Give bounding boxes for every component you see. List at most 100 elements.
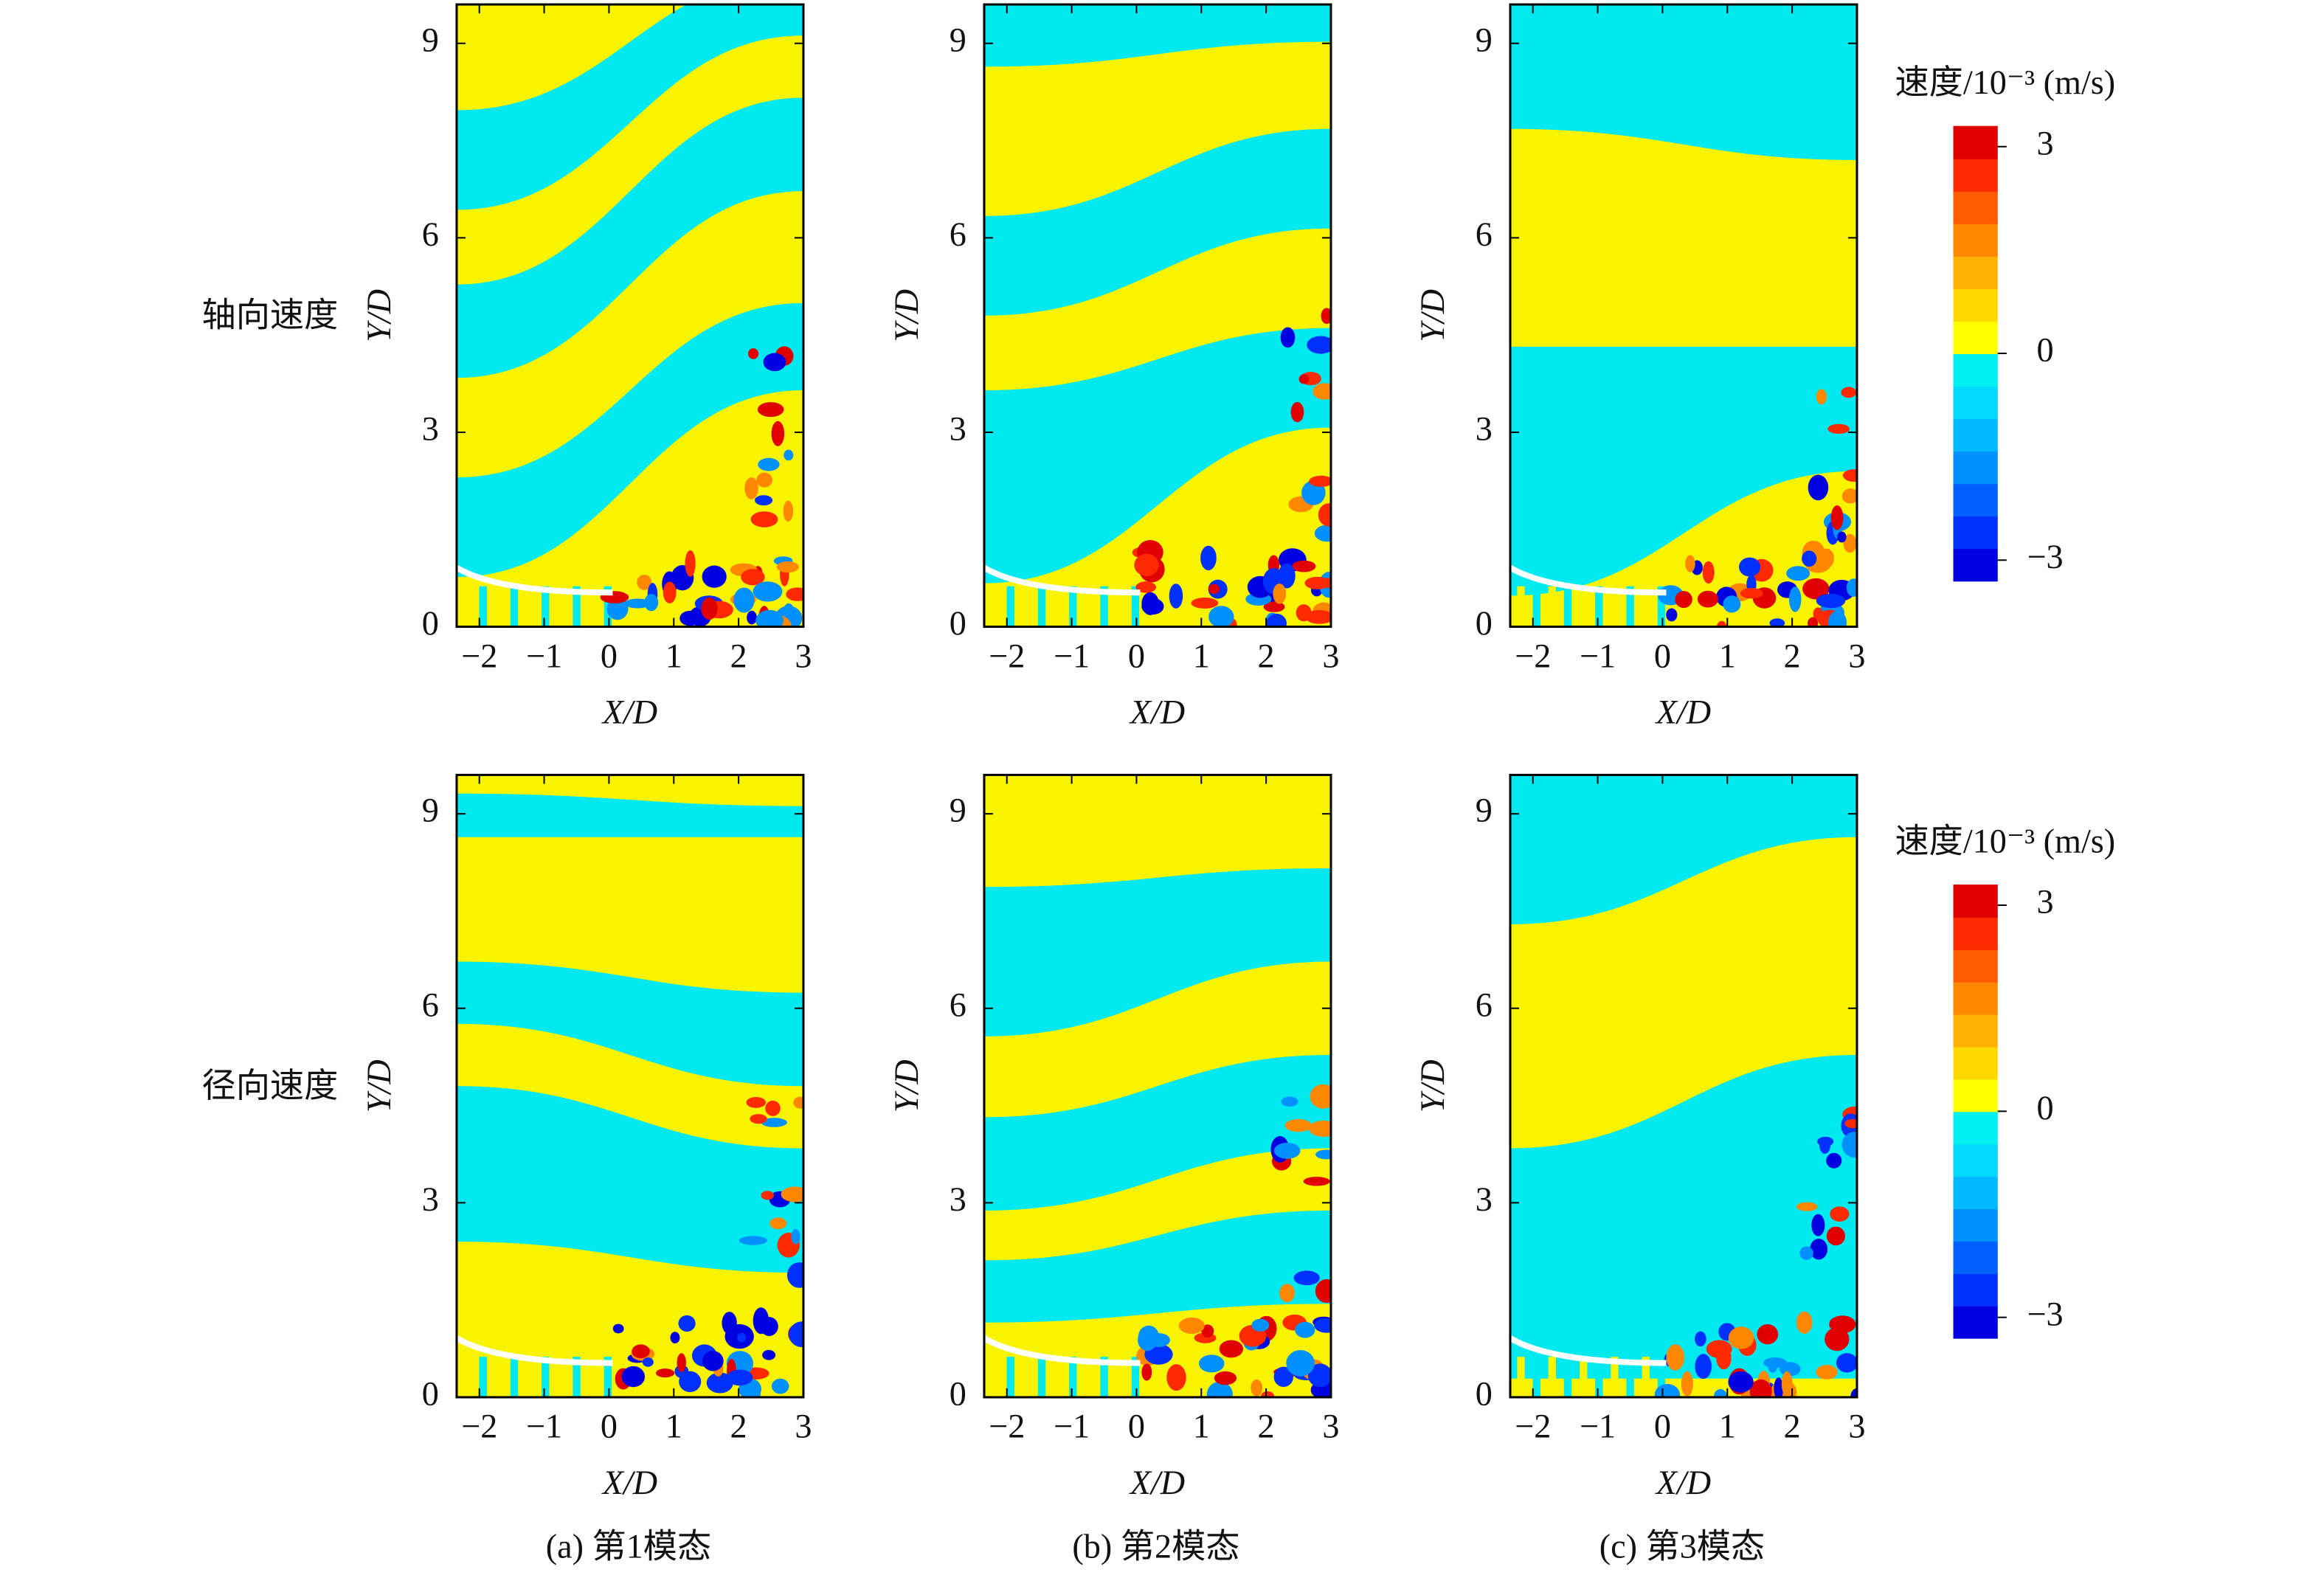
x-tick-label: −1 <box>526 1408 562 1445</box>
contour-stripe <box>1517 1357 1525 1397</box>
x-tick-label: −2 <box>989 637 1025 674</box>
x-tick-label: 3 <box>1848 1408 1865 1445</box>
contour-spot <box>1841 488 1857 504</box>
x-tick-label: 2 <box>1258 1408 1275 1445</box>
contour-spot <box>1307 1363 1331 1388</box>
contour-band <box>983 328 1331 584</box>
colorbar-tick-label: 0 <box>2036 331 2053 369</box>
colorbar-swatch <box>1953 483 1998 517</box>
contour-spot <box>758 457 780 471</box>
contour-spot <box>1273 1142 1301 1159</box>
contour-spot <box>793 1096 803 1109</box>
contour-spot <box>781 1186 803 1202</box>
contour-stripe <box>463 586 471 627</box>
colorbar-swatch <box>1953 386 1998 420</box>
x-tick-label: −1 <box>1054 1408 1090 1445</box>
contour-stripe <box>1069 586 1077 627</box>
contour-spot <box>1169 584 1183 609</box>
contour-stripe <box>494 1357 503 1397</box>
contour-stripe <box>1022 1357 1031 1397</box>
colorbar-tick-label: −3 <box>2027 538 2063 575</box>
contour-stripe <box>1532 1357 1540 1397</box>
y-axis-label: Y/D <box>1414 1059 1451 1112</box>
contour-stripe <box>557 586 565 627</box>
y-tick-label: 3 <box>950 1180 966 1218</box>
y-tick-label: 6 <box>422 215 439 253</box>
contour-spot <box>765 1100 781 1116</box>
contour-band <box>456 1086 803 1273</box>
y-tick-label: 3 <box>1476 410 1493 448</box>
contour-spot <box>1781 1371 1793 1397</box>
plot-frame <box>455 3 805 629</box>
contour-stripe <box>1611 586 1619 627</box>
contour-stripe <box>1626 586 1634 627</box>
x-axis-label: X/D <box>1655 1464 1711 1501</box>
contour-spot <box>1278 563 1296 589</box>
y-tick-label: 3 <box>950 410 966 448</box>
contour-stripe <box>1053 586 1062 627</box>
contour-spot <box>685 550 696 577</box>
contour-stripe <box>1626 1357 1634 1397</box>
x-tick-label: 1 <box>1193 1408 1210 1445</box>
y-axis-label: Y/D <box>360 289 398 342</box>
contour-spot <box>1836 1353 1857 1373</box>
x-axis-label: X/D <box>601 693 657 731</box>
y-tick-label: 3 <box>422 410 439 448</box>
body-outline <box>456 1335 613 1366</box>
contour-spot <box>1273 1366 1293 1388</box>
contour-spot <box>706 1372 733 1394</box>
row-label: 轴向速度 <box>202 296 339 333</box>
colorbar-swatch <box>1953 516 1998 550</box>
contour-spot <box>1829 1315 1856 1334</box>
colorbar-swatch <box>1953 1240 1998 1274</box>
contour-spot <box>1808 474 1829 501</box>
contour-band <box>983 4 1331 67</box>
contour-band <box>456 4 803 210</box>
contour-spot <box>1266 613 1287 627</box>
contour-spot <box>1811 1214 1825 1236</box>
contour-field <box>983 4 1331 627</box>
y-tick-label: 6 <box>422 986 439 1023</box>
contour-spot <box>1717 620 1727 627</box>
contour-spot <box>612 1323 624 1334</box>
colorbar-tick-label: 0 <box>2036 1089 2053 1127</box>
contour-spot <box>1315 1149 1331 1160</box>
contour-stripe <box>1595 586 1603 627</box>
contour-spot <box>737 1332 747 1343</box>
caption: (a) 第1模态 <box>546 1527 711 1565</box>
plot-frame <box>1509 773 1858 1399</box>
contour-band <box>1509 346 1857 596</box>
colorbar-swatch <box>1953 1046 1998 1080</box>
contour-spot <box>679 610 701 626</box>
contour-spot <box>771 1378 789 1394</box>
y-tick-label: 6 <box>1476 986 1493 1023</box>
contour-spot <box>1303 1177 1330 1186</box>
x-tick-label: 2 <box>730 637 747 674</box>
contour-spot <box>1716 1346 1732 1370</box>
contour-spot <box>744 477 758 499</box>
contour-spot <box>1695 1354 1712 1380</box>
x-tick-label: −1 <box>1580 1408 1616 1445</box>
contour-spot <box>1263 601 1285 612</box>
contour-spot <box>755 609 784 627</box>
contour-spot <box>1307 336 1331 354</box>
contour-spot <box>1786 566 1811 581</box>
contour-spot <box>747 610 757 625</box>
contour-spot <box>1251 1379 1263 1397</box>
contour-spot <box>747 1379 761 1397</box>
contour-spot <box>750 511 778 527</box>
contour-spot <box>761 1118 787 1127</box>
contour-stripe <box>1037 1357 1046 1397</box>
contour-stripe <box>510 1357 519 1397</box>
contour-band <box>983 868 1331 1037</box>
contour-spot <box>677 1353 686 1372</box>
contour-spot <box>761 1191 774 1200</box>
colorbar-title: 速度/10⁻³ (m/s) <box>1895 63 2115 101</box>
colorbar-swatch <box>1953 1273 1998 1307</box>
contour-bands <box>456 793 803 1397</box>
contour-field <box>1509 4 1857 627</box>
y-tick-label: 6 <box>950 986 966 1023</box>
contour-spot <box>1206 1381 1233 1397</box>
contour-spot <box>760 1317 778 1336</box>
contour-spot <box>1817 1136 1834 1147</box>
